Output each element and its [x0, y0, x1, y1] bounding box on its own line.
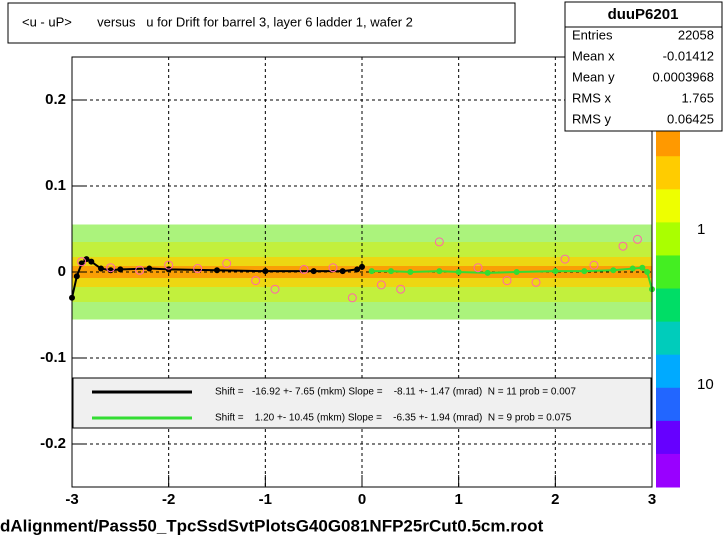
point	[513, 269, 520, 275]
footer: dAlignment/Pass50_TpcSsdSvtPlotsG40G081N…	[0, 516, 544, 535]
x-tick-label: 2	[551, 491, 559, 508]
stats-frame	[564, 1, 723, 132]
x-tick-label: 0	[358, 491, 366, 508]
legend-box	[72, 377, 652, 429]
legend-text: Shift = -16.92 +- 7.65 (mkm) Slope = -8.…	[215, 387, 576, 398]
chart-title: <u - uP> versus u for Drift for barrel 3…	[22, 14, 413, 29]
y-tick-label: 0	[58, 263, 66, 280]
stats-label: Mean y	[572, 69, 615, 84]
stats-value: -0.01412	[663, 48, 714, 63]
stats-value: 0.0003968	[653, 69, 714, 84]
point	[77, 257, 87, 267]
x-tick-label: 3	[648, 491, 656, 508]
point	[581, 268, 588, 275]
point	[531, 277, 541, 287]
point	[434, 237, 444, 247]
point	[106, 263, 116, 273]
x-tick-label: -2	[162, 491, 175, 508]
point	[633, 234, 642, 244]
point	[560, 254, 570, 264]
colorbar-cell	[656, 321, 680, 356]
point	[135, 265, 145, 275]
point	[299, 264, 309, 274]
stats-value: 1.765	[681, 90, 714, 105]
point	[98, 265, 104, 272]
profile-line	[71, 257, 363, 299]
stats-label: RMS y	[572, 111, 612, 126]
point	[473, 263, 483, 273]
colorbar-label: 10	[697, 376, 714, 393]
point	[270, 284, 280, 294]
x-tick-label: -1	[259, 491, 272, 508]
stats-value: 22058	[678, 27, 714, 42]
point	[388, 268, 394, 275]
colorbar-cell	[656, 288, 680, 323]
colorbar-cell	[656, 420, 680, 455]
point	[589, 260, 599, 270]
colorbar-label: 1	[697, 221, 705, 238]
point	[310, 268, 317, 275]
point	[552, 268, 559, 275]
frame	[71, 56, 653, 488]
point	[339, 268, 346, 275]
point	[396, 284, 406, 294]
y-tick-label: 0.2	[45, 91, 66, 108]
colorbar-cell	[656, 453, 680, 488]
colorbar-cell	[656, 255, 680, 290]
colorbar-cell	[656, 189, 680, 223]
point	[618, 241, 628, 251]
stats-box: duuP6201 Entries 22058 Mean x -0.01412 Mean y…	[564, 1, 723, 132]
point	[193, 264, 203, 274]
x-tick-label: -3	[65, 491, 78, 508]
point	[639, 264, 646, 271]
point	[610, 267, 617, 274]
y-tick-label: 0.1	[45, 177, 66, 194]
point	[376, 280, 386, 290]
colorbar-cell	[656, 354, 680, 389]
stats-value: 0.06425	[667, 111, 714, 126]
stats-label: Entries	[572, 27, 613, 42]
colorbar-cell	[656, 156, 680, 190]
point	[484, 269, 491, 276]
point	[644, 269, 651, 275]
stats-label: Mean x	[572, 48, 615, 63]
point	[251, 276, 261, 286]
point	[629, 265, 636, 272]
stats-label: RMS x	[572, 90, 612, 105]
point	[117, 266, 124, 273]
point	[88, 258, 95, 265]
legend-text: Shift = 1.20 +- 10.45 (mkm) Slope = -6.3…	[215, 413, 572, 424]
x-tick-label: 1	[454, 491, 462, 508]
point	[222, 258, 232, 268]
point	[455, 269, 462, 275]
point	[368, 268, 375, 275]
point	[502, 276, 512, 286]
point	[262, 268, 269, 275]
point	[146, 265, 153, 272]
point	[436, 268, 443, 275]
point	[164, 260, 174, 270]
title-box	[7, 2, 516, 44]
point	[347, 293, 357, 303]
point	[354, 266, 361, 273]
y-tick-label: -0.1	[40, 349, 66, 366]
stats-title: duuP6201	[608, 6, 679, 23]
point	[407, 269, 414, 275]
point	[328, 263, 338, 273]
point	[73, 273, 80, 280]
y-tick-label: -0.2	[40, 435, 66, 452]
point	[359, 263, 365, 270]
colorbar-cell	[656, 387, 680, 422]
colorbar-cell	[656, 222, 680, 256]
point	[214, 267, 220, 274]
